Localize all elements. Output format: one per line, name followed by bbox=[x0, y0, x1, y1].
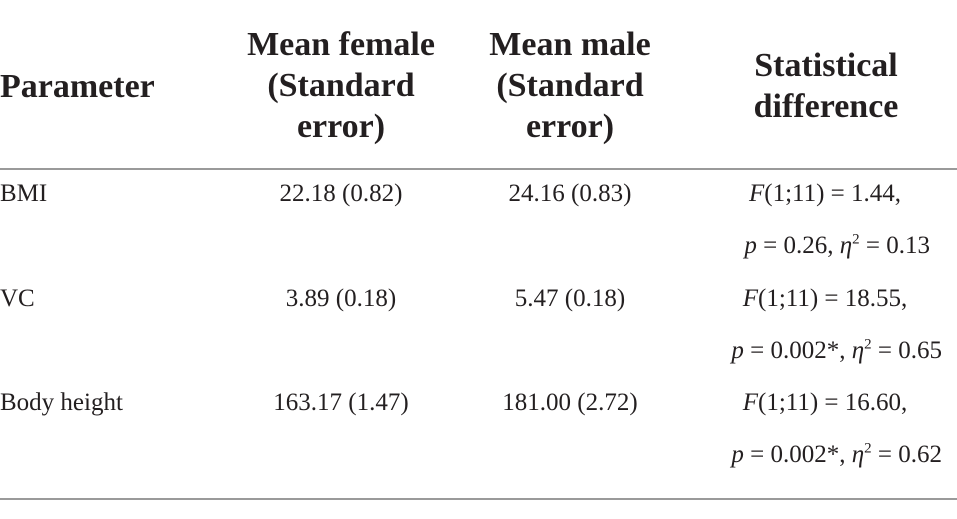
header-mean-male-line2: (Standard bbox=[496, 67, 644, 104]
eta-symbol: η bbox=[839, 232, 853, 259]
header-stat-line1: Statistical bbox=[754, 47, 898, 84]
row-vc-mean-female: 3.89 (0.18) bbox=[285, 285, 397, 312]
row-body-height-stat-line1: F(1;11) = 16.60, bbox=[742, 389, 908, 416]
header-mean-male-line3: error) bbox=[525, 108, 615, 145]
row-bmi-parameter: BMI bbox=[0, 180, 48, 207]
f-symbol: F bbox=[748, 180, 765, 207]
eta-symbol: η bbox=[851, 441, 865, 468]
row-vc-stat-line1: F(1;11) = 18.55, bbox=[742, 285, 908, 312]
header-mean-female-line2: (Standard bbox=[267, 67, 415, 104]
row-body-height-mean-female: 163.17 (1.47) bbox=[273, 389, 409, 416]
f-symbol: F bbox=[742, 389, 758, 416]
row-body-height-stat-line2: p = 0.002*, η2 = 0.62 bbox=[731, 440, 942, 468]
row-bmi-stat-line1: F(1;11) = 1.44, bbox=[748, 180, 902, 207]
header-mean-female: Mean female (Standard error) bbox=[232, 24, 450, 147]
row-bmi-stat-line2: p = 0.26, η2 = 0.13 bbox=[744, 231, 930, 259]
p-symbol: p bbox=[731, 337, 744, 364]
header-statistical-difference: Statistical difference bbox=[720, 45, 932, 127]
p-symbol: p bbox=[731, 441, 744, 468]
row-vc-parameter: VC bbox=[0, 285, 35, 312]
row-body-height-parameter: Body height bbox=[0, 389, 123, 416]
header-stat-line2: difference bbox=[753, 88, 899, 125]
f-symbol: F bbox=[742, 285, 758, 312]
row-body-height-mean-male: 181.00 (2.72) bbox=[502, 389, 638, 416]
header-parameter: Parameter bbox=[0, 68, 155, 105]
row-vc-mean-male: 5.47 (0.18) bbox=[514, 285, 626, 312]
row-bmi-mean-male: 24.16 (0.83) bbox=[508, 180, 632, 207]
p-symbol: p bbox=[744, 232, 757, 259]
header-mean-male-line1: Mean male bbox=[489, 26, 651, 63]
row-vc-stat-line2: p = 0.002*, η2 = 0.65 bbox=[731, 336, 942, 364]
eta-symbol: η bbox=[851, 337, 865, 364]
header-mean-male: Mean male (Standard error) bbox=[470, 24, 670, 147]
header-mean-female-line1: Mean female bbox=[247, 26, 435, 63]
row-bmi-mean-female: 22.18 (0.82) bbox=[279, 180, 403, 207]
header-mean-female-line3: error) bbox=[296, 108, 386, 145]
header-divider bbox=[0, 168, 957, 170]
bottom-divider bbox=[0, 498, 957, 500]
